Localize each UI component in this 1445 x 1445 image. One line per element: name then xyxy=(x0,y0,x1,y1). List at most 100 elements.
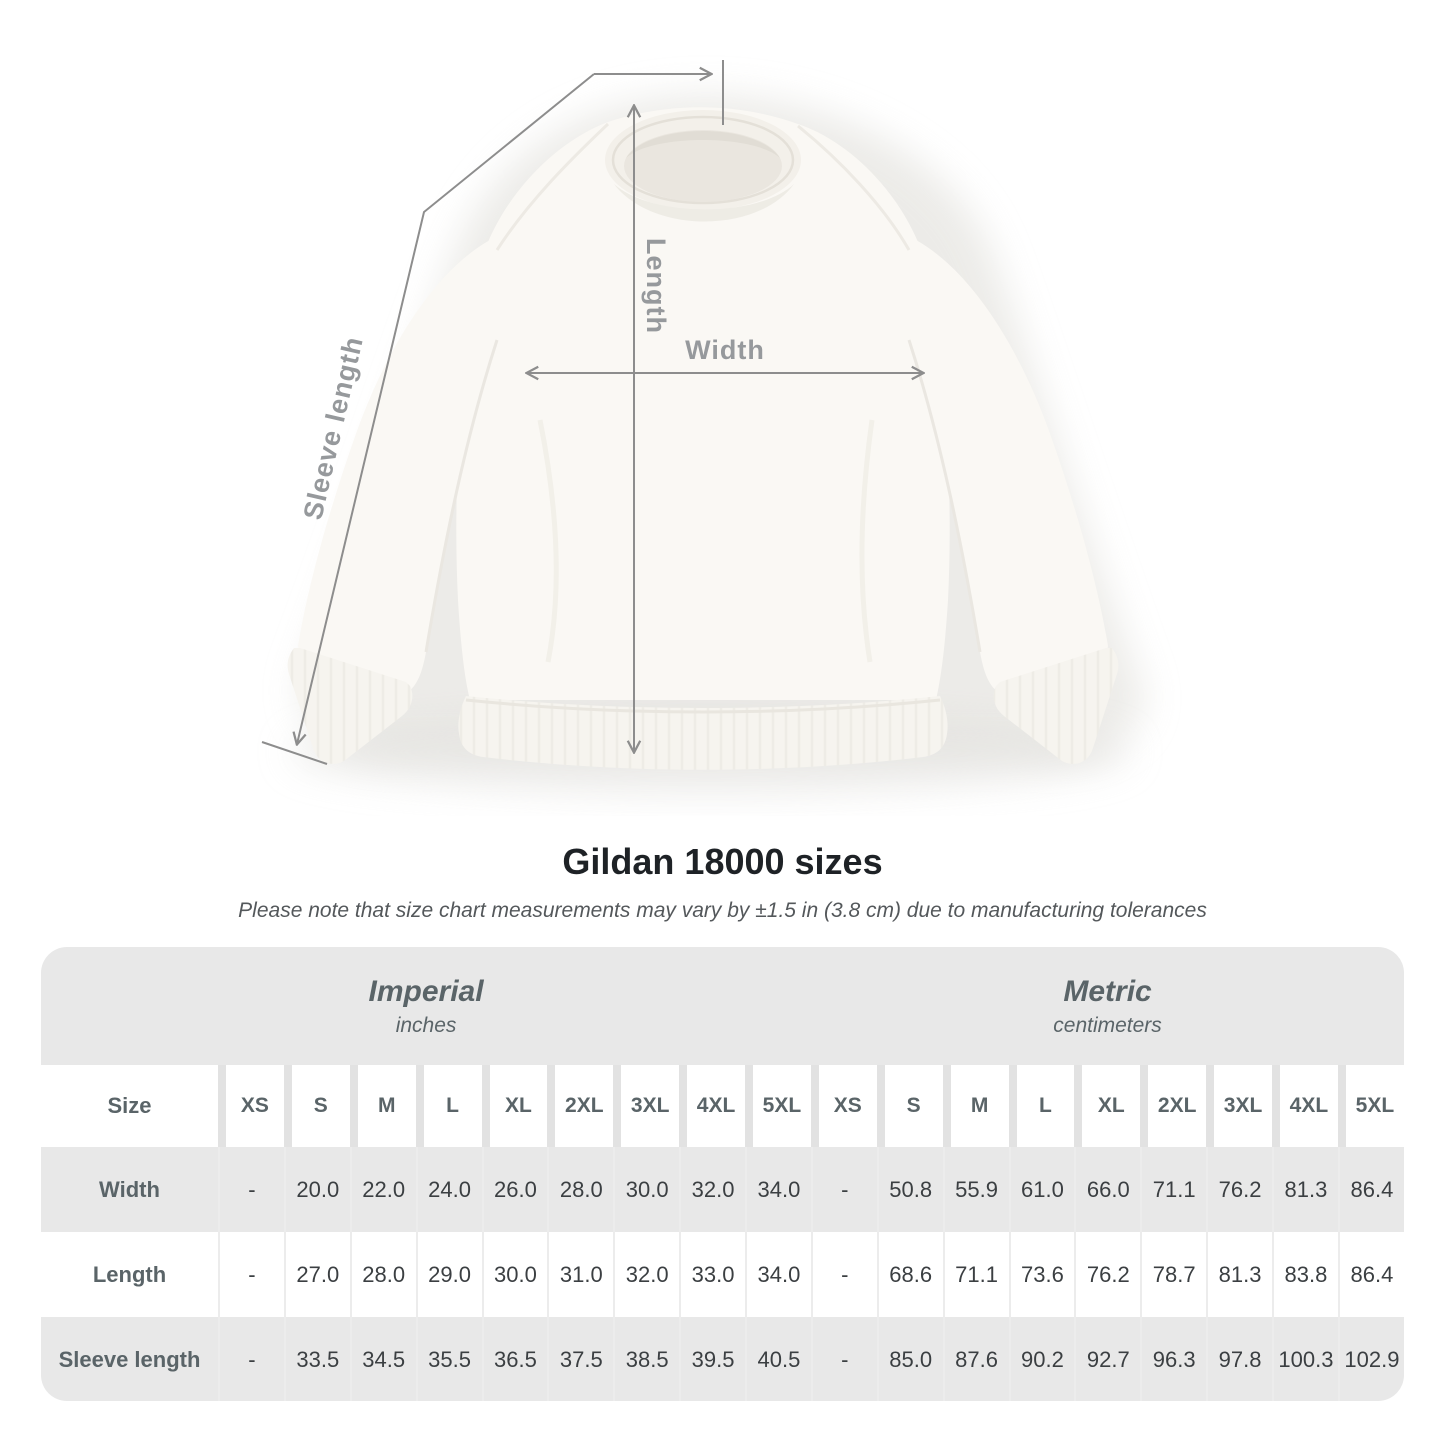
row-label: Sleeve length xyxy=(58,1346,201,1372)
size-column-header-imperial: XL xyxy=(481,1065,548,1147)
metric-sublabel: centimeters xyxy=(1053,1013,1162,1037)
value-cell-metric: 92.7 xyxy=(1074,1317,1140,1401)
measure-row-length: Length -27.0 28.0 29.0 30.0 31.0 32.0 33.0 34.0-… xyxy=(41,1232,1404,1317)
waistband-seam xyxy=(465,698,941,714)
body-crease-left xyxy=(537,419,559,663)
value-cell-metric: 78.7 xyxy=(1140,1232,1206,1317)
value-cell-imperial: 34.5 xyxy=(349,1317,416,1401)
sleeve-end-tick xyxy=(261,741,328,765)
value-cell-metric: 102.9 xyxy=(1337,1317,1404,1401)
size-column-header-imperial: 3XL xyxy=(613,1065,680,1147)
size-column-header-metric: XS xyxy=(810,1065,877,1147)
shoulder-seam-right xyxy=(797,124,911,251)
sleeve-measure-line xyxy=(297,73,595,744)
value-cell-metric: 96.3 xyxy=(1140,1317,1206,1401)
right-cuff-rib xyxy=(993,648,1119,764)
unit-group-metric: Metric centimeters xyxy=(811,947,1404,1065)
body-crease-right xyxy=(859,419,875,663)
row-label: Width xyxy=(99,1176,160,1202)
size-chart: Imperial inches Metric centimeters Size X… xyxy=(41,947,1404,1401)
value-cell-imperial: 40.5 xyxy=(745,1317,811,1401)
unit-band: Imperial inches Metric centimeters xyxy=(41,947,1404,1065)
left-sleeve-seam xyxy=(424,339,499,653)
value-cell-imperial: 30.0 xyxy=(613,1147,679,1232)
value-cell-imperial: 28.0 xyxy=(547,1147,613,1232)
left-sleeve xyxy=(298,240,497,692)
value-cell-imperial: 34.0 xyxy=(745,1147,811,1232)
measure-row-width: Width -20.0 22.0 24.0 26.0 28.0 30.0 32.0 34.0-5… xyxy=(41,1147,1404,1232)
value-cell-metric: 66.0 xyxy=(1074,1147,1140,1232)
size-column-header-metric: 5XL xyxy=(1337,1065,1404,1147)
value-cell-metric: 61.0 xyxy=(1008,1147,1075,1232)
size-column-header-imperial: S xyxy=(283,1065,350,1147)
imperial-label: Imperial xyxy=(368,974,484,1008)
value-cell-metric: 100.3 xyxy=(1272,1317,1338,1401)
length-label: Length xyxy=(641,238,671,334)
value-cell-metric: 76.2 xyxy=(1074,1232,1140,1317)
value-cell-imperial: 28.0 xyxy=(349,1232,416,1317)
value-cell-imperial: 20.0 xyxy=(283,1147,350,1232)
value-cell-metric: - xyxy=(810,1147,877,1232)
size-header-row: Size XS S M L XL 2XL 3XL 4XL 5XL XS S M L XL 2XL 3XL 4XL 5… xyxy=(41,1065,1404,1147)
right-sleeve xyxy=(909,240,1108,692)
size-column-header-imperial: 2XL xyxy=(547,1065,614,1147)
measurement-lines xyxy=(261,60,923,765)
value-cell-metric: - xyxy=(810,1317,877,1401)
value-cell-imperial: 38.5 xyxy=(613,1317,679,1401)
page-title: Gildan 18000 sizes xyxy=(562,841,883,882)
value-cell-imperial: - xyxy=(218,1232,284,1317)
value-cell-imperial: 39.5 xyxy=(679,1317,745,1401)
collar-seam xyxy=(611,115,795,205)
size-column-header-metric: L xyxy=(1008,1065,1075,1147)
collar-inner-shadow xyxy=(626,131,780,158)
sweatshirt-body xyxy=(456,107,950,700)
sweatshirt-illustration xyxy=(287,94,1144,792)
value-cell-metric: 90.2 xyxy=(1008,1317,1075,1401)
size-column-header-imperial: M xyxy=(349,1065,416,1147)
value-cell-metric: 81.3 xyxy=(1206,1232,1272,1317)
value-cell-metric: 87.6 xyxy=(942,1317,1009,1401)
value-cell-metric: 55.9 xyxy=(942,1147,1009,1232)
value-cell-metric: - xyxy=(810,1232,877,1317)
row-label: Length xyxy=(92,1261,167,1287)
size-column-header-metric: M xyxy=(942,1065,1009,1147)
value-cell-metric: 71.1 xyxy=(942,1232,1009,1317)
value-cell-imperial: 29.0 xyxy=(415,1232,482,1317)
value-cell-imperial: 37.5 xyxy=(547,1317,613,1401)
left-cuff-rib xyxy=(287,648,413,764)
value-cell-metric: 73.6 xyxy=(1008,1232,1075,1317)
value-cell-metric: 86.4 xyxy=(1337,1147,1404,1232)
value-cell-imperial: 34.0 xyxy=(745,1232,811,1317)
value-cell-imperial: 36.5 xyxy=(481,1317,548,1401)
value-cell-imperial: 32.0 xyxy=(613,1232,679,1317)
value-cell-metric: 97.8 xyxy=(1206,1317,1272,1401)
size-column-header-metric: XL xyxy=(1074,1065,1141,1147)
value-cell-metric: 76.2 xyxy=(1206,1147,1272,1232)
size-column-header-imperial: L xyxy=(415,1065,482,1147)
value-cell-metric: 50.8 xyxy=(876,1147,943,1232)
size-table-head: Size XS S M L XL 2XL 3XL 4XL 5XL XS S M L XL 2XL 3XL 4XL 5… xyxy=(41,1065,1404,1147)
neck-opening xyxy=(624,130,782,202)
size-column-header-metric: S xyxy=(876,1065,943,1147)
under-collar-shadow xyxy=(614,184,794,222)
value-cell-imperial: 32.0 xyxy=(679,1147,745,1232)
value-cell-imperial: 33.5 xyxy=(283,1317,350,1401)
size-column-header-metric: 2XL xyxy=(1140,1065,1207,1147)
size-table: Size XS S M L XL 2XL 3XL 4XL 5XL XS S M L XL 2XL 3XL 4XL 5… xyxy=(41,1065,1404,1401)
shoulder-seam-left xyxy=(495,122,610,251)
width-label: Width xyxy=(685,335,765,365)
size-table-body: Width -20.0 22.0 24.0 26.0 28.0 30.0 32.0 34.0-5… xyxy=(41,1147,1404,1401)
value-cell-imperial: 35.5 xyxy=(415,1317,482,1401)
value-cell-imperial: 27.0 xyxy=(283,1232,350,1317)
size-column-header-imperial: 5XL xyxy=(745,1065,811,1147)
sweatshirt-figure: Width Length Sleeve length xyxy=(261,60,1144,792)
measure-row-sleeve-length: Sleeve length -33.5 34.5 35.5 36.5 37.5 38.5 39… xyxy=(41,1317,1404,1401)
unit-group-imperial: Imperial inches xyxy=(41,947,811,1065)
size-column-header-metric: 3XL xyxy=(1206,1065,1272,1147)
size-column-header-imperial: 4XL xyxy=(679,1065,745,1147)
size-column-header-metric: 4XL xyxy=(1272,1065,1338,1147)
value-cell-imperial: - xyxy=(218,1317,284,1401)
value-cell-metric: 71.1 xyxy=(1140,1147,1206,1232)
value-cell-imperial: 22.0 xyxy=(349,1147,416,1232)
